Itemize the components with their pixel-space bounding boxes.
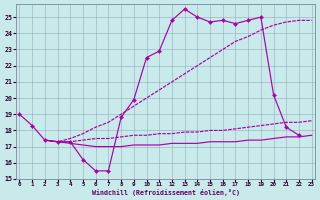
- X-axis label: Windchill (Refroidissement éolien,°C): Windchill (Refroidissement éolien,°C): [92, 189, 240, 196]
